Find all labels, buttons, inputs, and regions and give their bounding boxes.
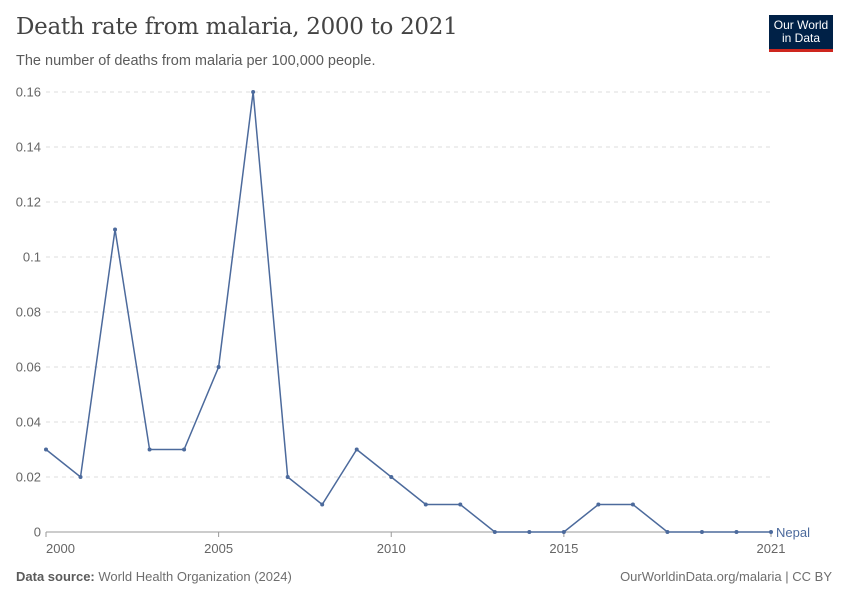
data-point	[665, 530, 670, 534]
data-point	[769, 530, 773, 534]
chart-title: Death rate from malaria, 2000 to 2021	[16, 14, 458, 40]
source-text: World Health Organization (2024)	[98, 569, 292, 584]
data-point	[734, 530, 739, 534]
series-line-nepal	[45, 91, 771, 533]
y-tick-label: 0.16	[16, 85, 41, 100]
data-point	[78, 475, 83, 479]
data-point	[527, 530, 532, 534]
y-tick-label: 0	[34, 525, 41, 540]
y-tick-label: 0.12	[16, 195, 41, 210]
data-point	[389, 475, 394, 479]
data-point	[320, 502, 325, 507]
y-tick-label: 0.04	[16, 415, 41, 430]
y-tick-label: 0.1	[23, 250, 41, 265]
x-tick-label: 2000	[46, 541, 75, 556]
data-point	[354, 447, 359, 452]
data-point	[216, 365, 221, 369]
data-point	[458, 502, 463, 507]
data-point	[423, 502, 428, 507]
owid-logo[interactable]: Our World in Data	[769, 15, 833, 52]
x-tick-label: 2015	[549, 541, 578, 556]
data-point	[492, 530, 497, 534]
data-point	[113, 227, 118, 232]
license-link[interactable]: OurWorldinData.org/malaria | CC BY	[620, 569, 832, 584]
y-tick-label: 0.14	[16, 140, 41, 155]
data-point	[182, 447, 187, 452]
logo-text: Our World in Data	[773, 18, 829, 45]
data-point	[285, 475, 290, 479]
series-label-nepal: Nepal	[776, 525, 810, 540]
x-tick-label: 2010	[377, 541, 406, 556]
x-tick-label: 2005	[204, 541, 233, 556]
data-point	[44, 447, 48, 452]
data-point	[147, 447, 152, 452]
data-point	[251, 90, 256, 94]
source-label: Data source:	[16, 569, 95, 584]
y-tick-label: 0.08	[16, 305, 41, 320]
x-tick-label: 2021	[757, 541, 786, 556]
data-source: Data source: World Health Organization (…	[16, 569, 292, 584]
data-point	[596, 502, 601, 507]
y-tick-label: 0.06	[16, 360, 41, 375]
chart-subtitle: The number of deaths from malaria per 10…	[16, 53, 376, 69]
data-point	[630, 502, 635, 507]
data-point	[699, 530, 704, 534]
y-tick-label: 0.02	[16, 470, 41, 485]
data-point	[561, 530, 566, 534]
